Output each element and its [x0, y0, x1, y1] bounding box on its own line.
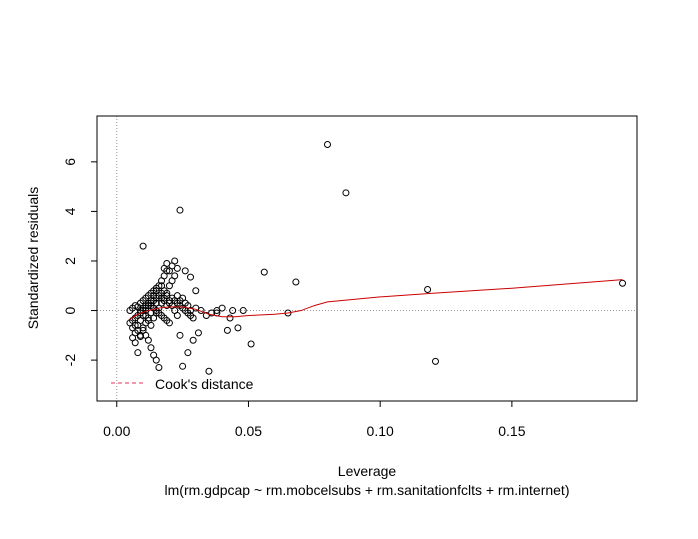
y-tick-label: 6: [62, 158, 78, 166]
data-point: [136, 331, 144, 339]
x-axis: 0.00 0.05 0.10 0.15: [103, 400, 526, 439]
data-point: [176, 331, 184, 339]
data-point: [229, 307, 237, 315]
data-point: [139, 242, 147, 250]
data-point: [239, 307, 247, 315]
data-point: [260, 268, 268, 276]
x-tick-label: 0.05: [235, 423, 262, 439]
data-point: [189, 336, 197, 344]
data-point: [247, 340, 255, 348]
plot-frame: [96, 115, 638, 402]
data-point: [424, 285, 432, 293]
x-tick-label: 0.15: [498, 423, 525, 439]
y-axis-label: Standardized residuals: [25, 187, 41, 329]
y-tick-label: 0: [62, 306, 78, 314]
y-tick-label: 4: [62, 207, 78, 215]
data-point: [194, 329, 202, 337]
x-axis-label: Leverage: [338, 463, 397, 479]
data-point: [155, 364, 163, 372]
data-point: [223, 326, 231, 334]
smoother-layer: [129, 279, 623, 320]
data-point: [171, 272, 179, 280]
y-axis: -2 0 2 4 6: [62, 158, 98, 367]
data-point: [187, 273, 195, 281]
data-point: [187, 307, 195, 315]
data-point: [234, 324, 242, 332]
data-point: [226, 314, 234, 322]
data-point: [179, 362, 187, 370]
scatter-points: [126, 141, 627, 375]
data-point: [205, 367, 213, 375]
legend: Cook's distance: [111, 376, 254, 392]
data-point: [163, 267, 171, 275]
smoother-line: [129, 279, 623, 320]
data-point: [218, 304, 226, 312]
data-point: [165, 319, 173, 327]
data-point: [323, 141, 331, 148]
data-point: [173, 312, 181, 319]
chart-subtitle: lm(rm.gdpcap ~ rm.mobcelsubs + rm.sanita…: [165, 482, 570, 498]
x-tick-label: 0.10: [367, 423, 394, 439]
data-point: [342, 189, 350, 197]
x-tick-label: 0.00: [103, 423, 130, 439]
data-point: [292, 278, 300, 286]
data-point: [619, 279, 627, 287]
data-point: [152, 299, 160, 307]
data-point: [184, 349, 192, 357]
data-point: [147, 344, 155, 352]
reference-lines: [97, 116, 637, 401]
data-point: [181, 267, 189, 275]
data-point: [134, 349, 142, 357]
legend-label-cooks-distance: Cook's distance: [155, 376, 254, 392]
data-point: [431, 357, 439, 365]
data-point: [189, 314, 197, 322]
data-point: [150, 351, 158, 359]
data-point: [176, 206, 184, 214]
y-tick-label: -2: [62, 354, 78, 367]
y-tick-label: 2: [62, 257, 78, 265]
data-point: [192, 287, 200, 295]
